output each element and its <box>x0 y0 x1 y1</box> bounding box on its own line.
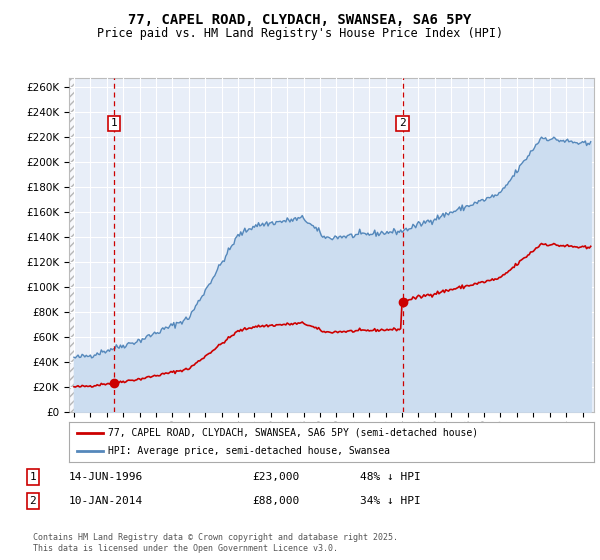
Text: 2: 2 <box>399 118 406 128</box>
Bar <box>69 78 74 412</box>
Text: 77, CAPEL ROAD, CLYDACH, SWANSEA, SA6 5PY: 77, CAPEL ROAD, CLYDACH, SWANSEA, SA6 5P… <box>128 13 472 27</box>
Text: 1: 1 <box>29 472 37 482</box>
Text: Price paid vs. HM Land Registry's House Price Index (HPI): Price paid vs. HM Land Registry's House … <box>97 27 503 40</box>
Text: Contains HM Land Registry data © Crown copyright and database right 2025.
This d: Contains HM Land Registry data © Crown c… <box>33 533 398 553</box>
Text: £88,000: £88,000 <box>252 496 299 506</box>
Text: 14-JUN-1996: 14-JUN-1996 <box>69 472 143 482</box>
Text: HPI: Average price, semi-detached house, Swansea: HPI: Average price, semi-detached house,… <box>109 446 391 456</box>
Text: 77, CAPEL ROAD, CLYDACH, SWANSEA, SA6 5PY (semi-detached house): 77, CAPEL ROAD, CLYDACH, SWANSEA, SA6 5P… <box>109 428 479 437</box>
Text: 1: 1 <box>111 118 118 128</box>
Text: 2: 2 <box>29 496 37 506</box>
Text: 10-JAN-2014: 10-JAN-2014 <box>69 496 143 506</box>
Text: 34% ↓ HPI: 34% ↓ HPI <box>360 496 421 506</box>
Text: £23,000: £23,000 <box>252 472 299 482</box>
Text: 48% ↓ HPI: 48% ↓ HPI <box>360 472 421 482</box>
